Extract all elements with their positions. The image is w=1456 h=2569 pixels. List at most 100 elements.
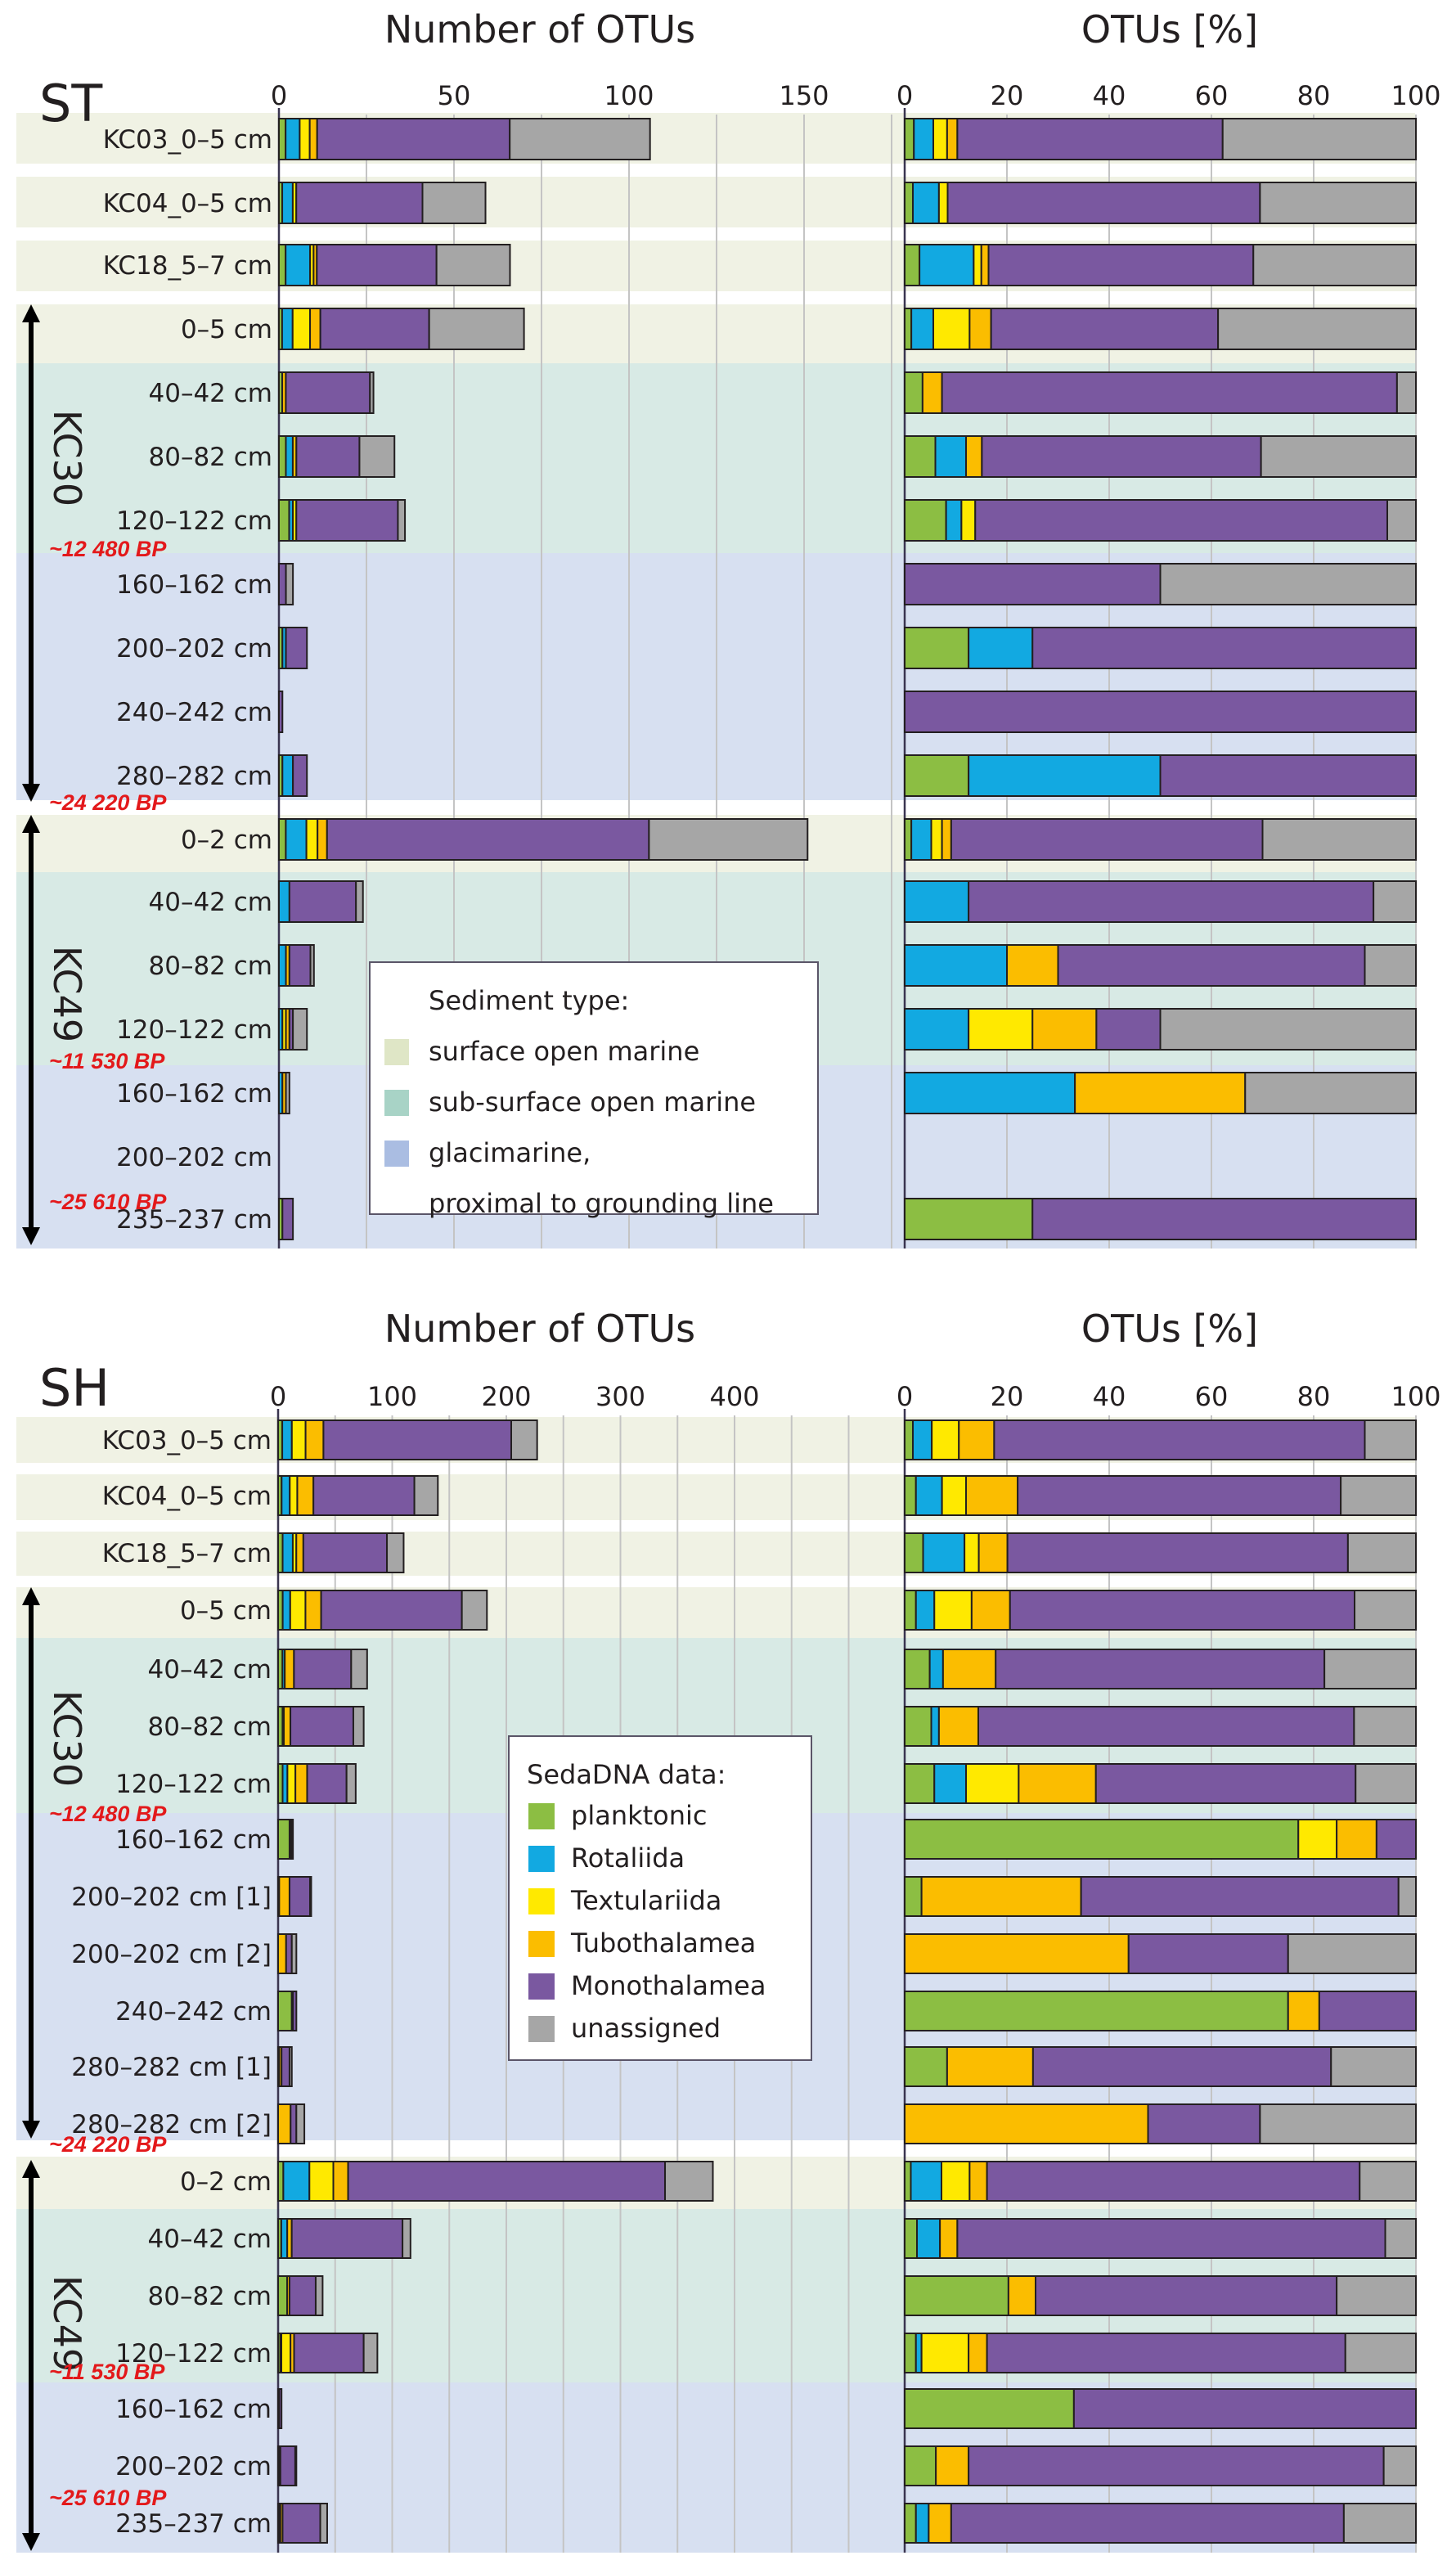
percent-segment-planktonic: [904, 1991, 1289, 2031]
legend-label: proximal to grounding line: [429, 1188, 774, 1219]
percent-segment-textulariida: [941, 2161, 971, 2202]
count-segment-monothalamea: [279, 2445, 296, 2486]
percent-segment-tubothalamea: [904, 1933, 1130, 1974]
tick-label-left: 50: [438, 80, 471, 111]
percent-segment-tubothalamea: [1018, 1763, 1097, 1804]
row-label: 200–202 cm: [115, 2452, 272, 2481]
count-bar: [277, 1419, 538, 1460]
count-segment-unassigned: [290, 1933, 298, 1974]
percent-segment-planktonic: [904, 1819, 1300, 1860]
count-bar: [277, 1706, 365, 1747]
percent-segment-rotaliida: [904, 1008, 970, 1051]
percent-segment-unassigned: [1244, 1072, 1417, 1114]
row-label: 80–82 cm: [148, 1712, 272, 1742]
count-segment-planktonic: [277, 1819, 290, 1860]
percent-segment-monothalamea: [950, 2503, 1345, 2544]
count-segment-textulariida: [286, 1763, 297, 1804]
percent-segment-unassigned: [1259, 2103, 1417, 2144]
tick-label-right: 100: [1391, 1381, 1440, 1412]
count-segment-monothalamea: [295, 435, 361, 478]
percent-bar: [904, 1198, 1417, 1240]
count-segment-monothalamea: [285, 627, 308, 669]
legend-swatch-tubothalamea: [528, 1931, 555, 1957]
left-chart-title: Number of OTUs: [384, 7, 695, 52]
row-label: 40–42 cm: [149, 379, 273, 408]
percent-segment-rotaliida: [910, 2161, 942, 2202]
percent-segment-monothalamea: [904, 691, 1417, 733]
percent-segment-monothalamea: [986, 2333, 1346, 2373]
percent-bar: [904, 499, 1417, 542]
percent-segment-unassigned: [1397, 1876, 1417, 1917]
percent-bar: [904, 1590, 1417, 1631]
legend-label: planktonic: [571, 1800, 708, 1831]
count-segment-unassigned: [285, 1072, 290, 1114]
count-segment-rotaliida: [281, 1590, 291, 1631]
legend-label: sub-surface open marine: [429, 1087, 756, 1118]
percent-bar: [904, 627, 1417, 669]
right-chart-title: OTUs [%]: [1081, 1307, 1258, 1351]
count-segment-monothalamea: [288, 880, 357, 923]
count-segment-monothalamea: [281, 2046, 290, 2087]
percent-segment-unassigned: [1340, 1475, 1417, 1516]
percent-segment-planktonic: [904, 1419, 914, 1460]
count-segment-unassigned: [435, 244, 511, 286]
percent-segment-rotaliida: [930, 1706, 940, 1747]
percent-segment-tubothalamea: [941, 1649, 997, 1689]
percent-segment-unassigned: [1287, 1933, 1417, 1974]
percent-segment-tubothalamea: [968, 2161, 988, 2202]
count-bar: [277, 1763, 357, 1804]
percent-segment-monothalamea: [946, 182, 1261, 224]
percent-segment-monothalamea: [1057, 944, 1366, 987]
count-segment-unassigned: [397, 499, 407, 542]
row-label: KC03_0–5 cm: [102, 1426, 272, 1455]
percent-segment-rotaliida: [914, 2503, 930, 2544]
legend-label: Textulariida: [570, 1885, 721, 1916]
count-bar: [277, 2445, 298, 2486]
row-label: 200–202 cm [2]: [71, 1940, 272, 1969]
bars: [277, 118, 1417, 2544]
percent-segment-textulariida: [930, 818, 943, 861]
count-segment-unassigned: [648, 818, 809, 861]
tick-label-left: 400: [709, 1381, 759, 1412]
percent-segment-monothalamea: [981, 435, 1262, 478]
count-segment-rotaliida: [280, 2218, 289, 2259]
percent-segment-tubothalamea: [937, 1706, 979, 1747]
count-segment-monothalamea: [290, 2103, 298, 2144]
percent-segment-textulariida: [960, 499, 977, 542]
percent-segment-planktonic: [904, 371, 923, 414]
row-label: 0–5 cm: [180, 1596, 272, 1626]
percent-bar: [904, 2388, 1417, 2429]
count-segment-monothalamea: [320, 1590, 463, 1631]
percent-segment-textulariida: [931, 1419, 960, 1460]
percent-segment-monothalamea: [968, 880, 1375, 923]
count-segment-planktonic: [278, 499, 290, 542]
percent-bar: [904, 2275, 1417, 2316]
count-segment-unassigned: [350, 1649, 368, 1689]
count-segment-rotaliida: [281, 308, 294, 350]
percent-bar: [904, 2445, 1417, 2486]
arrow-down-icon: [22, 2121, 40, 2139]
count-segment-rotaliida: [285, 118, 301, 160]
count-segment-tubothalamea: [296, 1475, 315, 1516]
count-bar: [278, 818, 809, 861]
percent-segment-unassigned: [1364, 1419, 1417, 1460]
percent-segment-monothalamea: [993, 1419, 1366, 1460]
count-bar: [278, 371, 375, 414]
tick-label-left: 0: [270, 1381, 286, 1412]
legend-swatch-surface: [384, 1039, 409, 1065]
count-segment-tubothalamea: [278, 1876, 290, 1917]
row-label: 160–162 cm: [116, 570, 272, 600]
percent-segment-rotaliida: [922, 1532, 966, 1573]
percent-bar: [904, 371, 1417, 414]
arrow-up-icon: [22, 2160, 40, 2178]
count-segment-planktonic: [278, 244, 287, 286]
count-segment-monothalamea: [326, 818, 650, 861]
count-bar: [277, 2218, 411, 2259]
percent-segment-monothalamea: [1035, 2275, 1338, 2316]
count-segment-rotaliida: [285, 435, 294, 478]
count-bar: [278, 880, 364, 923]
arrow-down-icon: [22, 1227, 40, 1245]
percent-segment-unassigned: [1386, 499, 1417, 542]
percent-segment-planktonic: [904, 1590, 917, 1631]
sediment-legend: Sediment type: surface open marine sub-sur…: [369, 961, 819, 1219]
